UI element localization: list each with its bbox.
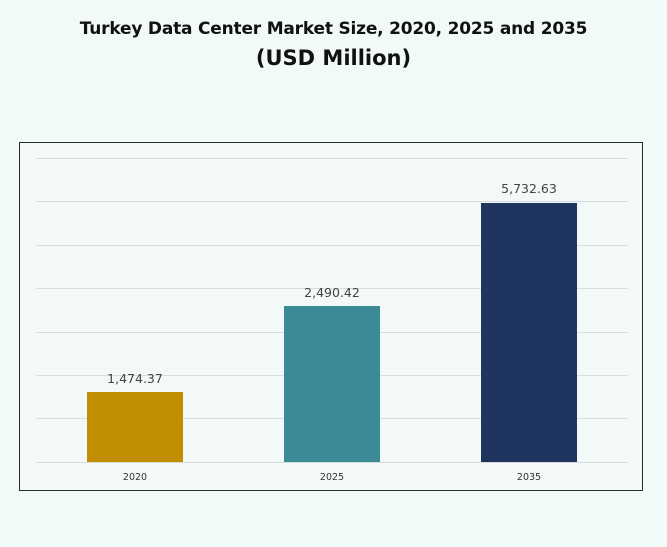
category-label-2025: 2025 (319, 472, 345, 483)
value-label-2020: 1,474.37 (107, 371, 163, 386)
gridline (36, 245, 628, 246)
category-label-2035: 2035 (516, 472, 542, 483)
category-label-2020: 2020 (122, 472, 148, 483)
chart-title-line2: (USD Million) (255, 46, 412, 70)
chart-title-line1: Turkey Data Center Market Size, 2020, 20… (79, 19, 588, 39)
value-label-2035: 5,732.63 (501, 181, 557, 196)
gridline (36, 201, 628, 202)
bar-2025 (284, 306, 380, 462)
bar-2035 (481, 203, 577, 462)
gridline (36, 288, 628, 289)
value-label-2025: 2,490.42 (304, 285, 360, 300)
bar-2020 (87, 392, 183, 462)
x-axis-baseline (36, 462, 628, 463)
gridline (36, 158, 628, 159)
